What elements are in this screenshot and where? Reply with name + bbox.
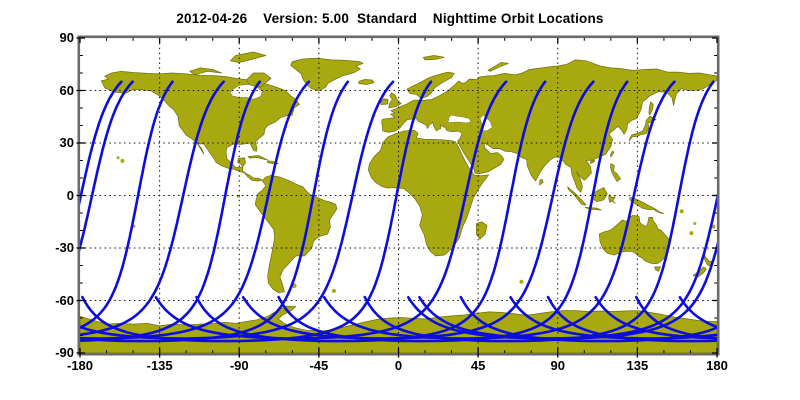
orbit-track — [322, 80, 676, 340]
landmass — [290, 57, 364, 92]
island-speck — [689, 231, 694, 236]
graticule — [80, 38, 717, 353]
landmass — [422, 55, 445, 61]
orbit-track — [80, 80, 225, 337]
landmass — [381, 59, 717, 193]
orbit-track — [546, 295, 717, 343]
orbit-track — [81, 80, 433, 343]
plot-title: 2012-04-26 Version: 5.00 Standard Nightt… — [176, 11, 604, 26]
orbit-tracks — [0, 80, 800, 343]
landmass — [380, 98, 389, 105]
x-tick-label: -90 — [229, 358, 249, 373]
orbit-track — [80, 80, 311, 340]
landmass — [358, 79, 375, 85]
axis-ticks — [76, 37, 718, 358]
landmass — [629, 115, 657, 142]
orbit-track — [80, 80, 350, 343]
landmass — [539, 178, 544, 186]
orbit-track — [195, 80, 547, 343]
island-speck — [519, 279, 524, 284]
y-tick-label: 0 — [66, 187, 74, 203]
landmass — [189, 67, 222, 76]
y-tick-label: 60 — [59, 82, 74, 98]
orbit-track — [80, 80, 261, 342]
island-speck — [120, 158, 125, 163]
orbit-track — [80, 80, 134, 252]
landmass — [598, 214, 671, 265]
y-tick-label: 30 — [59, 135, 74, 150]
island-speck — [711, 224, 716, 229]
orbit-track — [459, 295, 717, 343]
orbit-track — [80, 80, 395, 340]
landmass — [247, 155, 268, 161]
island-speck — [693, 222, 697, 225]
orbit-track — [277, 80, 629, 343]
island-speck — [116, 156, 120, 160]
x-tick-label: -135 — [146, 358, 173, 373]
landmass — [230, 51, 267, 63]
orbit-track — [80, 80, 174, 329]
landmass — [567, 186, 587, 206]
y-tick-label: -30 — [55, 240, 74, 255]
landmass — [629, 196, 665, 214]
map-layer — [80, 51, 717, 353]
x-tick-label: 135 — [626, 358, 649, 373]
orbit-track — [678, 296, 717, 329]
x-tick-label: 0 — [394, 358, 403, 373]
landmass — [610, 163, 621, 182]
x-tick-label: -180 — [66, 358, 94, 373]
landmass — [476, 221, 488, 240]
y-tick-label: 90 — [59, 30, 74, 45]
landmass — [610, 150, 615, 158]
orbit-track — [793, 82, 800, 339]
orbit-track — [407, 193, 717, 340]
landmass — [648, 101, 654, 116]
landmass — [254, 175, 338, 293]
x-tick-label: 180 — [706, 358, 728, 373]
x-tick-label: 90 — [550, 358, 565, 373]
landmass — [388, 92, 402, 109]
landmass — [590, 159, 596, 164]
landmass — [654, 266, 661, 272]
orbit-track — [80, 80, 123, 206]
orbit-track — [363, 80, 715, 343]
landmass — [584, 207, 602, 211]
island-speck — [331, 288, 336, 293]
inland-sea — [447, 114, 472, 124]
y-tick-label: -60 — [55, 292, 74, 308]
x-tick-label: 45 — [470, 358, 486, 373]
orbit-track — [0, 82, 37, 339]
orbit-track — [719, 82, 800, 341]
orbit-track — [241, 80, 595, 340]
y-tick-label: -90 — [55, 345, 74, 360]
orbit-track — [154, 80, 508, 340]
landmass — [487, 62, 509, 72]
landmass — [608, 194, 616, 204]
island-speck — [679, 209, 684, 214]
orbit-track — [509, 296, 717, 340]
x-tick-label: -45 — [309, 358, 329, 373]
